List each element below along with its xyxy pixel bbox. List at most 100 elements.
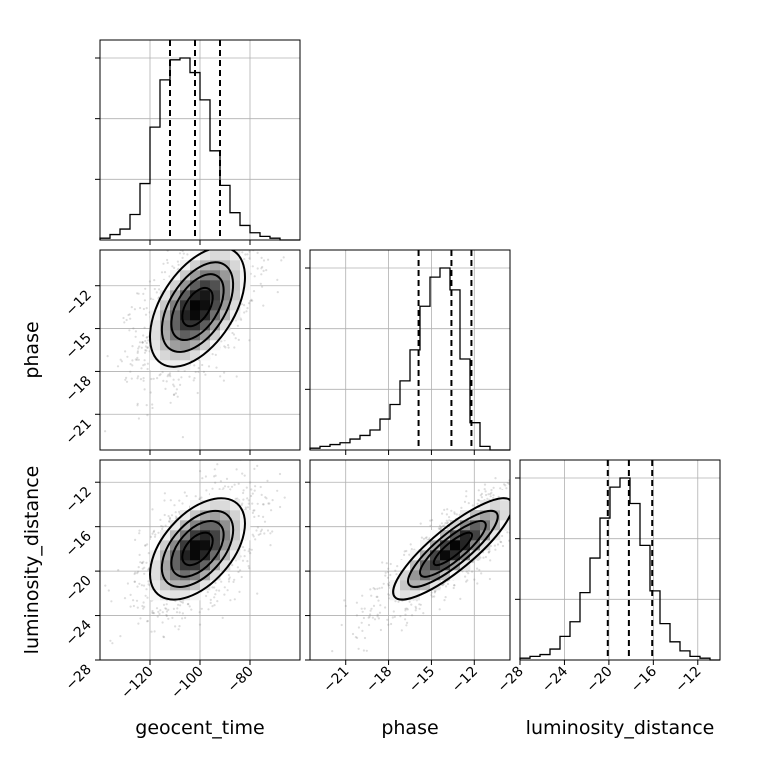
scatter-point <box>479 494 482 497</box>
scatter-point <box>418 607 421 610</box>
scatter-point <box>518 455 520 457</box>
density-cell <box>200 290 211 301</box>
scatter-point <box>464 575 467 578</box>
scatter-point <box>411 614 414 617</box>
scatter-point <box>201 363 204 367</box>
density-cell <box>410 590 421 601</box>
scatter-point <box>153 630 156 633</box>
scatter-point <box>404 607 407 610</box>
scatter-point <box>522 516 524 518</box>
scatter-point <box>446 508 449 511</box>
histogram-panel-luminosity-distance: −28 −24 −20 −16 −12 <box>495 459 721 696</box>
scatter-point <box>246 307 249 310</box>
scatter-point <box>441 525 444 528</box>
density-cell <box>180 510 191 521</box>
scatter-point <box>500 541 503 544</box>
scatter-point <box>181 256 184 259</box>
scatter-point <box>460 506 463 509</box>
scatter-point <box>183 369 186 372</box>
scatter-point <box>437 527 440 530</box>
density-cell <box>480 530 491 541</box>
scatter-point <box>369 609 372 612</box>
y-tick-label-phase: −18 <box>63 373 95 405</box>
scatter-point <box>236 324 239 327</box>
density-cell <box>240 530 251 541</box>
scatter-point <box>260 273 263 276</box>
scatter-point <box>145 404 148 407</box>
scatter-point <box>111 642 114 645</box>
scatter-point <box>397 600 400 603</box>
scatter-point <box>394 600 397 603</box>
scatter-point <box>248 567 251 570</box>
density-cell <box>180 340 191 351</box>
scatter-point <box>356 636 359 640</box>
scatter-point <box>250 494 253 498</box>
scatter-point <box>406 621 409 625</box>
y-axis-label-luminosity-distance: luminosity_distance <box>21 466 43 655</box>
scatter-point <box>211 353 214 356</box>
scatter-point <box>259 530 262 533</box>
scatter-point <box>133 308 136 311</box>
scatter-point <box>237 235 239 237</box>
scatter-point <box>245 310 248 313</box>
scatter-point <box>514 501 516 503</box>
scatter-point <box>184 616 187 620</box>
density-cell <box>200 510 211 521</box>
scatter-point <box>173 385 176 388</box>
scatter-point <box>143 566 146 569</box>
scatter-point <box>203 227 205 229</box>
scatter-point <box>139 561 142 564</box>
scatter-point <box>160 271 164 274</box>
scatter-point <box>215 366 218 369</box>
scatter-point <box>141 341 144 344</box>
scatter-point <box>517 515 519 517</box>
scatter-point <box>165 613 168 617</box>
scatter-point <box>152 612 156 615</box>
scatter-point <box>250 548 253 551</box>
scatter-point <box>219 245 221 247</box>
scatter-point <box>433 591 436 594</box>
scatter-point <box>283 210 285 212</box>
scatter-point <box>408 553 411 556</box>
density-cell <box>430 550 441 561</box>
scatter-point <box>149 535 152 539</box>
scatter-point <box>376 615 379 618</box>
scatter-point <box>546 514 548 516</box>
density-cell <box>200 500 211 511</box>
scatter-point <box>465 490 468 493</box>
density-cell <box>150 350 161 361</box>
panel-content <box>104 460 286 645</box>
scatter-point <box>122 316 125 320</box>
scatter-point <box>446 521 449 524</box>
density-cell <box>230 260 241 271</box>
scatter-point <box>264 496 267 499</box>
scatter-point <box>257 533 260 536</box>
scatter-point <box>478 568 481 572</box>
density-cell <box>480 500 491 511</box>
scatter-point <box>384 606 387 609</box>
scatter-point <box>465 570 468 573</box>
density-cell <box>160 550 171 561</box>
scatter-point <box>234 337 237 340</box>
scatter-point <box>241 559 245 562</box>
scatter-point <box>185 247 187 249</box>
density-cell <box>210 560 221 571</box>
scatter-point <box>163 499 166 502</box>
scatter-point <box>259 532 262 536</box>
scatter-point <box>218 246 220 248</box>
scatter-point <box>164 607 167 610</box>
scatter-point <box>354 636 357 639</box>
scatter-point <box>243 237 245 239</box>
scatter-point <box>164 524 167 527</box>
scatter-point <box>151 609 154 613</box>
scatter-point <box>166 375 169 378</box>
y-tick-label-luminosity-distance: −24 <box>63 617 95 649</box>
scatter-point <box>237 218 239 220</box>
scatter-point <box>181 250 184 253</box>
scatter-point <box>216 463 219 466</box>
scatter-point <box>369 588 372 591</box>
density-cell <box>230 300 241 311</box>
scatter-point <box>153 535 157 538</box>
scatter-point <box>248 257 251 260</box>
scatter-point <box>241 251 244 254</box>
